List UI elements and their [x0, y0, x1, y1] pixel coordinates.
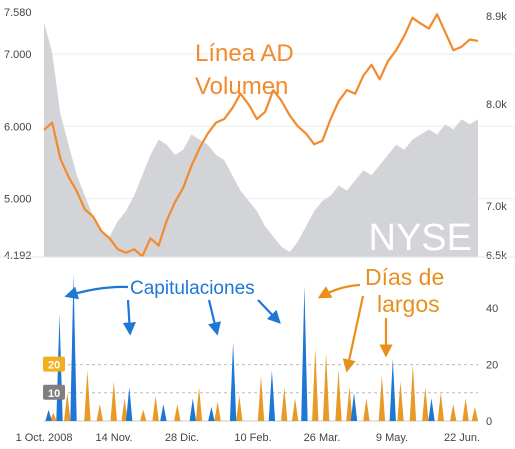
spike-bar — [160, 404, 167, 421]
spike-bar — [428, 398, 435, 421]
x-tick-label: 14 Nov. — [95, 432, 132, 444]
lower-tick-label: 0 — [486, 416, 492, 428]
annotation-arrow — [257, 299, 281, 324]
spike-bar — [281, 387, 288, 421]
nyse-area-layer — [44, 22, 478, 258]
right-axis-ticks: 8.9k 8.0k 7.0k 6.5k — [486, 11, 507, 262]
ad-volume-title-line2: Volumen — [195, 73, 288, 100]
spike-bar — [346, 387, 353, 421]
right-tick-label: 8.0k — [486, 99, 507, 111]
spike-bar — [471, 406, 479, 421]
threshold-badge-label: 20 — [48, 360, 60, 372]
spike-bar — [189, 398, 196, 421]
left-tick-label: 4.192 — [4, 250, 32, 262]
spike-bar — [126, 387, 133, 421]
spike-bar — [268, 370, 276, 421]
spike-bar — [96, 404, 103, 421]
spike-bar — [152, 395, 159, 421]
threshold-badge — [43, 356, 65, 372]
x-axis-ticks: 1 Oct. 2008 14 Nov. 28 Dic. 10 Feb. 26 Mar. 9… — [16, 432, 480, 444]
ad-volume-line-layer — [43, 13, 479, 258]
lower-tick-label: 40 — [486, 303, 498, 315]
spike-bar — [397, 381, 404, 421]
spike-bar — [64, 392, 71, 421]
spike-bar — [195, 387, 203, 421]
right-tick-label: 6.5k — [486, 250, 507, 262]
x-tick-label: 10 Feb. — [234, 432, 271, 444]
spike-bar — [121, 398, 128, 421]
ad-volume-title-line1: Línea AD — [195, 40, 294, 67]
spike-bar — [437, 392, 444, 421]
spike-bar — [140, 409, 147, 421]
capitulations-label: Capitulaciones — [130, 278, 255, 299]
spike-bar — [322, 353, 330, 421]
annotation-arrow — [64, 285, 129, 300]
spike-bar — [450, 404, 457, 421]
spike-bar — [350, 392, 358, 421]
spike-bar — [70, 274, 77, 421]
spike-bar — [335, 370, 342, 421]
spike-bar — [110, 381, 117, 421]
spike-bar — [174, 404, 181, 421]
nyse-area — [44, 22, 478, 258]
spike-bar — [84, 370, 91, 421]
spike-bar — [236, 395, 243, 421]
right-tick-label: 7.0k — [486, 201, 507, 213]
spike-bar — [312, 347, 319, 421]
spike-bar — [257, 375, 265, 421]
annotation-arrow — [342, 295, 365, 373]
spike-bar — [301, 285, 308, 421]
threshold-badge-label: 10 — [48, 388, 60, 400]
threshold-badge — [43, 384, 65, 400]
left-axis-ticks: 7.580 7.000 6.000 5.000 4.192 — [4, 7, 32, 262]
spike-bar — [50, 412, 57, 421]
spike-bar — [422, 387, 429, 421]
spike-bar — [378, 375, 386, 421]
x-tick-label: 26 Mar. — [304, 432, 341, 444]
nyse-watermark: NYSE — [369, 217, 472, 259]
spike-bar — [291, 398, 299, 421]
spike-bar — [389, 359, 396, 421]
right-tick-label: 8.9k — [486, 11, 507, 23]
long-days-label-line1: Días de — [365, 264, 444, 290]
lower-tick-label: 20 — [486, 360, 498, 372]
lower-axis-ticks: 40 20 0 — [486, 303, 498, 428]
spike-bar — [45, 409, 52, 421]
x-tick-label: 28 Dic. — [165, 432, 199, 444]
spike-bar — [462, 398, 469, 421]
spike-bar — [409, 364, 417, 421]
annotation-arrow — [317, 283, 361, 299]
left-tick-label: 6.000 — [4, 121, 32, 133]
left-tick-label: 7.000 — [4, 49, 32, 61]
x-tick-label: 22 Jun. — [444, 432, 480, 444]
spike-bar — [229, 342, 237, 421]
left-tick-label: 5.000 — [4, 194, 32, 206]
annotation-arrow — [207, 299, 221, 336]
x-tick-label: 1 Oct. 2008 — [16, 432, 73, 444]
left-tick-label: 7.580 — [4, 7, 32, 19]
x-tick-label: 9 May. — [376, 432, 408, 444]
annotation-arrow — [122, 299, 136, 336]
spike-bar — [363, 398, 370, 421]
spike-bar — [208, 406, 215, 421]
spike-bar — [214, 401, 221, 421]
ad-volume-line — [43, 13, 479, 258]
long-days-label-line2: largos — [377, 291, 440, 317]
